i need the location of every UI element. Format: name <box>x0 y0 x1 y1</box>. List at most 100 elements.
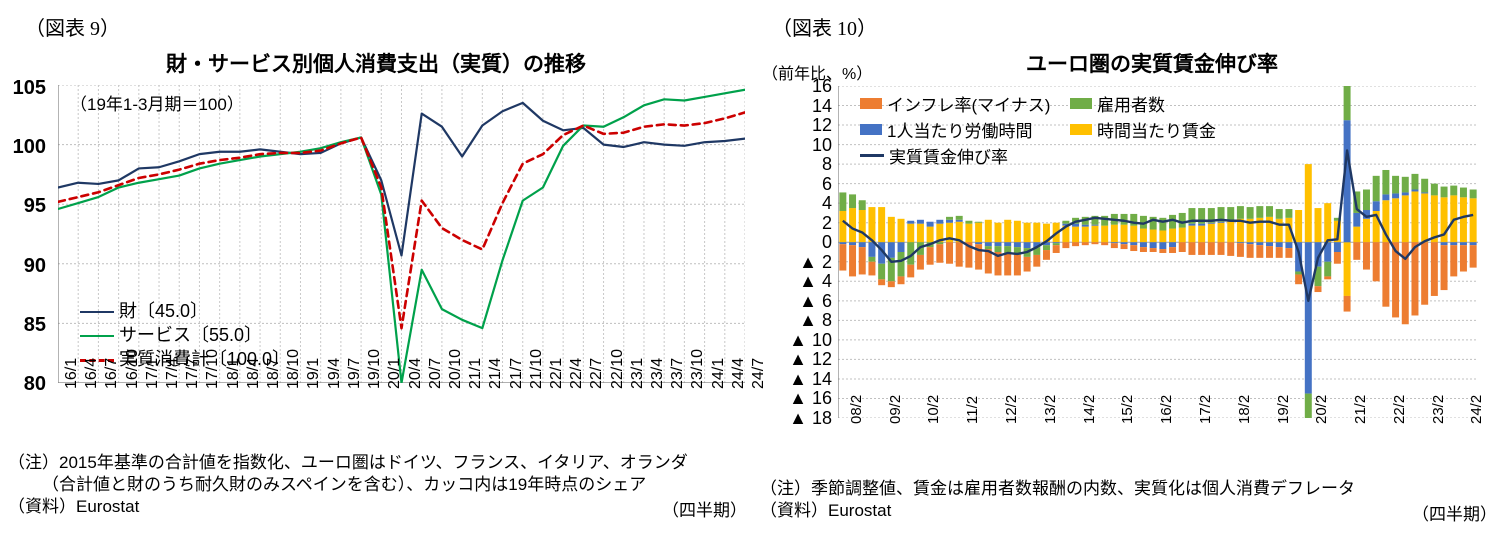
bar-segment <box>1314 266 1322 287</box>
bar-segment <box>1198 223 1206 226</box>
bar-segment <box>887 242 895 258</box>
bar-segment <box>1401 242 1409 325</box>
bar-segment <box>1159 249 1167 253</box>
bar-segment <box>1353 242 1361 260</box>
bar-segment <box>1052 245 1060 253</box>
x-tick-label: 21/1 <box>467 357 485 389</box>
bar-segment <box>1266 216 1273 243</box>
bar-segment <box>1081 242 1089 246</box>
legend-line-real-wage-icon <box>860 153 884 157</box>
bar-segment <box>849 208 857 243</box>
y-tick-85: 85 <box>23 314 46 336</box>
bar-segment <box>926 226 934 243</box>
bar-segment <box>858 242 866 248</box>
bar-segment <box>1217 221 1225 223</box>
bar-segment <box>955 221 963 243</box>
bar-segment <box>994 242 1002 247</box>
bar-segment <box>1256 242 1264 246</box>
y-tick-label: 12 <box>811 115 832 136</box>
legend-label-hourly-wage: 時間当たり賃金 <box>1097 121 1216 141</box>
bar-segment <box>1421 178 1429 193</box>
bar-segment <box>1139 215 1147 229</box>
x-tick-label: 08/2 <box>847 394 865 424</box>
legend-item-total: 実質消費計〔100.0〕 <box>80 348 290 372</box>
bar-segment <box>975 244 983 270</box>
bar-segment <box>994 246 1002 252</box>
bar-segment <box>955 215 963 220</box>
y-tick-label: 2 <box>821 212 832 233</box>
real-wage-line <box>842 149 1474 303</box>
bar-segment <box>1401 176 1409 193</box>
series-line <box>58 101 745 257</box>
bar-segment <box>1062 225 1070 243</box>
bar-segment <box>878 242 886 264</box>
bar-segment <box>839 192 847 211</box>
y-tick-90: 90 <box>23 255 46 277</box>
bar-segment <box>1246 244 1254 258</box>
bar-segment <box>1033 254 1041 267</box>
bar-segment <box>1285 242 1293 249</box>
bar-segment <box>1130 225 1138 243</box>
figure-9-panel: （図表 9） 財・サービス別個人消費支出（実質）の推移 105 100 95 9… <box>8 18 767 520</box>
bar-segment <box>1372 210 1380 243</box>
bar-segment <box>984 242 992 247</box>
bar-segment <box>1421 193 1429 243</box>
y-tick-80: 80 <box>23 373 46 395</box>
figure-10-periodicity: （四半期） <box>1412 505 1497 524</box>
bar-segment <box>1081 226 1089 243</box>
bar-segment <box>1343 86 1351 121</box>
y-tick-label: 8 <box>821 154 832 175</box>
bar-segment <box>1178 242 1186 252</box>
legend-swatch-hours-icon <box>860 123 882 135</box>
bar-segment <box>975 242 983 245</box>
legend-label-services: サービス〔55.0〕 <box>119 325 263 346</box>
x-tick-label: 23/1 <box>628 357 646 389</box>
figure-9-index-note: （19年1-3月期＝100） <box>70 95 244 114</box>
y-tick-105: 105 <box>12 77 46 99</box>
bar-segment <box>839 210 847 243</box>
legend-label-employees: 雇用者数 <box>1097 95 1165 115</box>
bar-segment <box>946 216 953 220</box>
x-tick-label: 19/1 <box>305 357 323 389</box>
bar-segment <box>1459 197 1467 243</box>
bar-segment <box>965 220 973 224</box>
bar-segment <box>1362 218 1370 243</box>
bar-segment <box>1275 247 1283 258</box>
bar-segment <box>936 219 944 224</box>
bar-segment <box>1333 252 1341 264</box>
bar-segment <box>1333 217 1341 221</box>
bar-segment <box>1033 242 1041 248</box>
x-tick-label: 17/7 <box>184 357 202 389</box>
bar-segment <box>1411 189 1419 192</box>
bar-segment <box>1459 245 1467 272</box>
legend-label-inflation: インフレ率(マイナス) <box>887 95 1051 115</box>
legend-item-goods: 財〔45.0〕 <box>80 300 290 324</box>
bar-segment <box>887 257 895 282</box>
bar-segment <box>1110 224 1118 243</box>
x-tick-label: 23/7 <box>669 357 687 389</box>
figure-9-note-1: （注）2015年基準の合計値を指数化、ユーロ圏はドイツ、フランス、イタリア、オラ… <box>8 453 688 472</box>
bar-segment <box>1217 242 1225 255</box>
bar-segment <box>936 242 944 245</box>
bar-segment <box>1246 242 1254 245</box>
x-tick-label: 19/10 <box>366 348 384 389</box>
x-tick-label: 17/10 <box>204 348 222 389</box>
bar-segment <box>1266 242 1273 247</box>
bar-segment <box>1440 245 1448 291</box>
bar-segment <box>1013 247 1021 255</box>
bar-segment <box>1324 203 1332 243</box>
x-tick-label: 19/7 <box>345 357 363 389</box>
bar-segment <box>1023 242 1031 249</box>
bar-segment <box>1353 212 1361 227</box>
x-tick-label: 21/10 <box>527 348 545 389</box>
bar-segment <box>1023 222 1031 243</box>
bar-segment <box>1227 207 1235 221</box>
bar-segment <box>984 246 992 250</box>
x-tick-label: 23/10 <box>689 348 707 389</box>
legend-swatch-employees-icon <box>1070 97 1092 109</box>
bar-segment <box>1013 220 1021 243</box>
bar-segment <box>1033 247 1041 255</box>
bar-segment <box>897 252 905 277</box>
x-tick-label: 20/1 <box>386 357 404 389</box>
